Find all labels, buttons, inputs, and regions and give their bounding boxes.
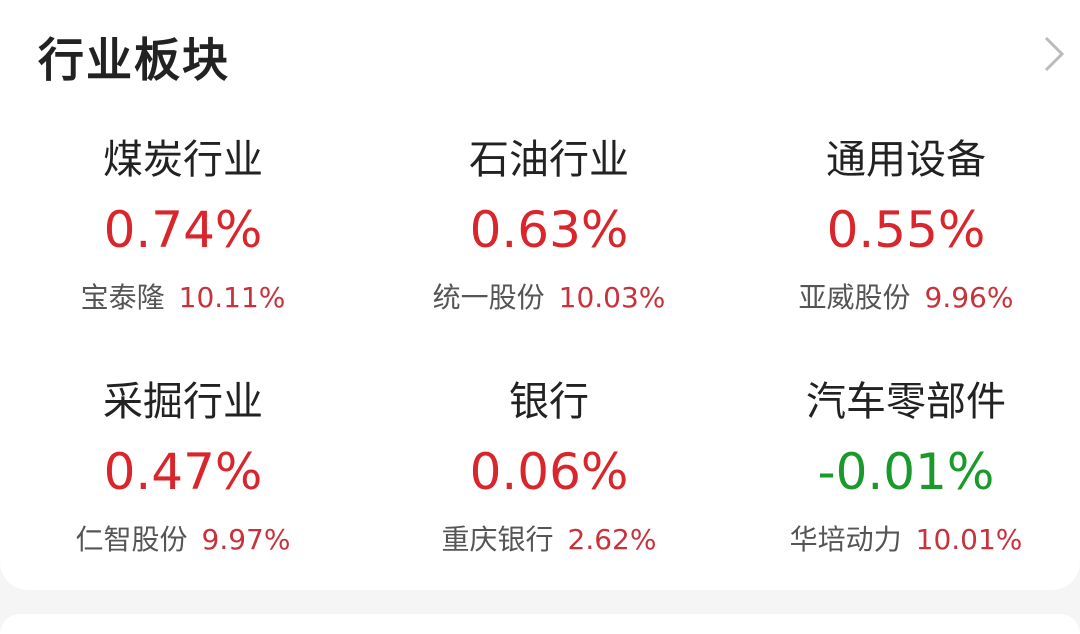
top-stock: 亚威股份 9.96% [799, 268, 1014, 328]
sector-item[interactable]: 银行 0.06% 重庆银行 2.62% [366, 370, 732, 612]
sector-item[interactable]: 石油行业 0.63% 统一股份 10.03% [366, 128, 732, 370]
sector-grid: 煤炭行业 0.74% 宝泰隆 10.11% 石油行业 0.63% 统一股份 10.03… [0, 128, 1080, 612]
sector-name: 汽车零部件 [806, 379, 1006, 425]
top-stock-name: 统一股份 [432, 281, 545, 314]
top-stock: 华培动力 10.01% [790, 510, 1023, 570]
sector-name: 通用设备 [826, 137, 986, 183]
sector-change: 0.74% [103, 201, 263, 259]
top-stock-name: 亚威股份 [798, 281, 911, 314]
top-stock-change: 9.97% [201, 523, 291, 556]
top-stock-change: 10.03% [558, 281, 666, 314]
top-stock-name: 华培动力 [789, 523, 902, 556]
sector-name: 采掘行业 [103, 379, 263, 425]
top-stock-change: 10.11% [178, 281, 286, 314]
sector-change: 0.63% [469, 201, 629, 259]
top-stock-change: 9.96% [924, 281, 1014, 314]
sector-change: 0.47% [103, 443, 263, 501]
sector-item[interactable]: 汽车零部件 -0.01% 华培动力 10.01% [732, 370, 1080, 612]
sector-change: -0.01% [817, 443, 995, 501]
sector-name: 银行 [509, 379, 589, 425]
top-stock-name: 重庆银行 [441, 523, 554, 556]
chevron-right-icon[interactable] [1042, 34, 1066, 74]
top-stock-change: 10.01% [915, 523, 1023, 556]
section-title: 行业板块 [38, 33, 230, 87]
sector-item[interactable]: 通用设备 0.55% 亚威股份 9.96% [732, 128, 1080, 370]
sector-change: 0.55% [826, 201, 986, 259]
sector-item[interactable]: 煤炭行业 0.74% 宝泰隆 10.11% [0, 128, 366, 370]
top-stock: 重庆银行 2.62% [442, 510, 657, 570]
industry-sector-card: 行业板块 煤炭行业 0.74% 宝泰隆 10.11% 石油行业 0.63% 统一股份… [38, 33, 1066, 556]
sector-name: 石油行业 [469, 137, 629, 183]
sector-name: 煤炭行业 [103, 137, 263, 183]
top-stock: 宝泰隆 10.11% [81, 268, 286, 328]
top-stock-name: 宝泰隆 [80, 281, 165, 314]
top-stock-name: 仁智股份 [75, 523, 188, 556]
top-stock-change: 2.62% [567, 523, 657, 556]
top-stock: 仁智股份 9.97% [76, 510, 291, 570]
top-stock: 统一股份 10.03% [433, 268, 666, 328]
sector-item[interactable]: 采掘行业 0.47% 仁智股份 9.97% [0, 370, 366, 612]
next-card-edge [0, 614, 1080, 634]
sector-change: 0.06% [469, 443, 629, 501]
